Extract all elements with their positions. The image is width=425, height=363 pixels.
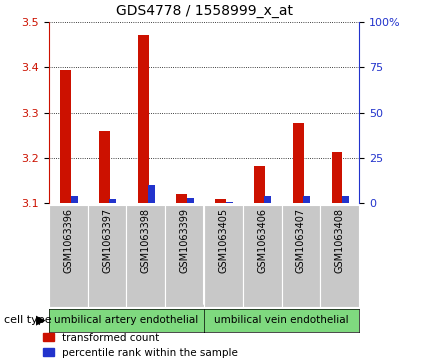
Text: GSM1063396: GSM1063396 bbox=[63, 208, 73, 273]
Text: umbilical artery endothelial: umbilical artery endothelial bbox=[54, 315, 198, 325]
Bar bbox=[99, 131, 110, 203]
Bar bbox=[303, 196, 310, 203]
Text: GSM1063398: GSM1063398 bbox=[141, 208, 151, 273]
Text: GSM1063407: GSM1063407 bbox=[296, 208, 306, 273]
Text: umbilical vein endothelial: umbilical vein endothelial bbox=[214, 315, 349, 325]
Text: GSM1063399: GSM1063399 bbox=[180, 208, 190, 273]
Bar bbox=[264, 196, 272, 203]
Text: cell type: cell type bbox=[4, 315, 52, 325]
Bar bbox=[71, 196, 78, 203]
Title: GDS4778 / 1558999_x_at: GDS4778 / 1558999_x_at bbox=[116, 4, 292, 18]
Bar bbox=[187, 198, 194, 203]
Text: ▶: ▶ bbox=[36, 314, 45, 327]
Bar bbox=[254, 166, 265, 203]
Text: GSM1063408: GSM1063408 bbox=[335, 208, 345, 273]
Bar bbox=[138, 35, 149, 203]
Bar bbox=[60, 70, 71, 203]
Bar bbox=[293, 122, 304, 203]
Bar bbox=[148, 185, 155, 203]
Legend: transformed count, percentile rank within the sample: transformed count, percentile rank withi… bbox=[43, 333, 238, 358]
Text: GSM1063406: GSM1063406 bbox=[257, 208, 267, 273]
Bar bbox=[332, 152, 343, 203]
Text: GSM1063397: GSM1063397 bbox=[102, 208, 112, 273]
Bar bbox=[342, 196, 349, 203]
Bar bbox=[226, 202, 233, 203]
Text: GSM1063405: GSM1063405 bbox=[218, 208, 228, 273]
Bar bbox=[215, 199, 226, 203]
Bar bbox=[109, 199, 116, 203]
Bar bbox=[176, 194, 187, 203]
